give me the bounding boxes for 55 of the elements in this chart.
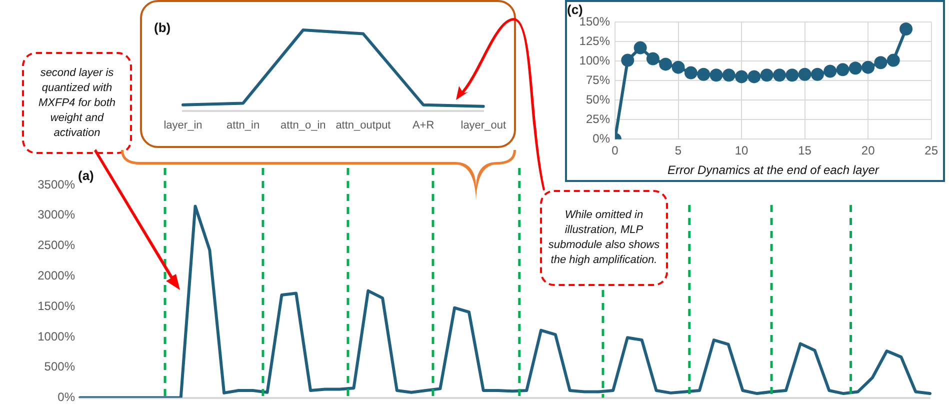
- y-tick-label: 50%: [586, 92, 610, 106]
- y-tick-label: 100%: [579, 53, 610, 68]
- y-tick-label: 2500%: [38, 238, 76, 252]
- y-tick-label: 0%: [58, 390, 76, 404]
- y-tick-label: 75%: [586, 72, 610, 87]
- point: [772, 68, 786, 82]
- x-tick-label: attn_output: [336, 119, 391, 132]
- x-tick-label: 5: [674, 144, 682, 158]
- chart-title: (c): [567, 2, 583, 17]
- point: [672, 60, 685, 74]
- point: [697, 68, 710, 81]
- y-tick-label: 25%: [586, 112, 610, 126]
- y-tick-label: 0%: [592, 132, 610, 146]
- point: [621, 54, 634, 67]
- x-tick-label: attn_in: [226, 119, 260, 132]
- point: [735, 70, 748, 84]
- point: [646, 52, 660, 66]
- x-tick-label: layer_in: [164, 119, 202, 132]
- x-tick-label: layer_out: [460, 119, 506, 132]
- y-tick-label: 1000%: [38, 329, 76, 344]
- point: [659, 58, 672, 71]
- y-tick-label: 1500%: [38, 298, 76, 313]
- point: [848, 62, 862, 75]
- point: [760, 68, 774, 82]
- x-tick-label: 10: [734, 144, 749, 158]
- point: [900, 22, 913, 36]
- text: second layer is quantized with MXFP4 for both weight and activation: [22, 52, 132, 154]
- point: [824, 64, 837, 78]
- y-tick-label: 3000%: [38, 208, 76, 222]
- x-tick-label: A+R: [412, 119, 434, 132]
- x-tick-label: attn_o_in: [280, 119, 326, 132]
- x-axis-title: Error Dynamics at the end of each layer: [667, 163, 880, 178]
- chart-title: (a): [78, 168, 94, 183]
- x-tick-label: 15: [798, 144, 812, 158]
- point: [798, 68, 812, 81]
- x-tick-label: 20: [861, 144, 876, 158]
- point: [684, 66, 698, 80]
- y-tick-label: 500%: [44, 360, 76, 374]
- annotation: While omitted in illustration, MLP submodule also shows the high amplification.: [540, 190, 668, 286]
- point: [634, 41, 647, 54]
- point: [748, 70, 761, 84]
- point: [886, 54, 900, 67]
- y-tick-label: 125%: [579, 34, 610, 48]
- point: [722, 68, 736, 82]
- point: [862, 60, 875, 74]
- y-tick-label: 2000%: [38, 268, 76, 283]
- y-tick-label: 3500%: [38, 177, 76, 192]
- chart-title: (b): [154, 20, 171, 35]
- x-tick-label: 25: [924, 144, 938, 158]
- point: [810, 68, 824, 81]
- point: [710, 68, 723, 82]
- point: [786, 68, 799, 82]
- point: [874, 56, 888, 70]
- point: [836, 63, 850, 76]
- x-tick-label: 0: [612, 144, 619, 158]
